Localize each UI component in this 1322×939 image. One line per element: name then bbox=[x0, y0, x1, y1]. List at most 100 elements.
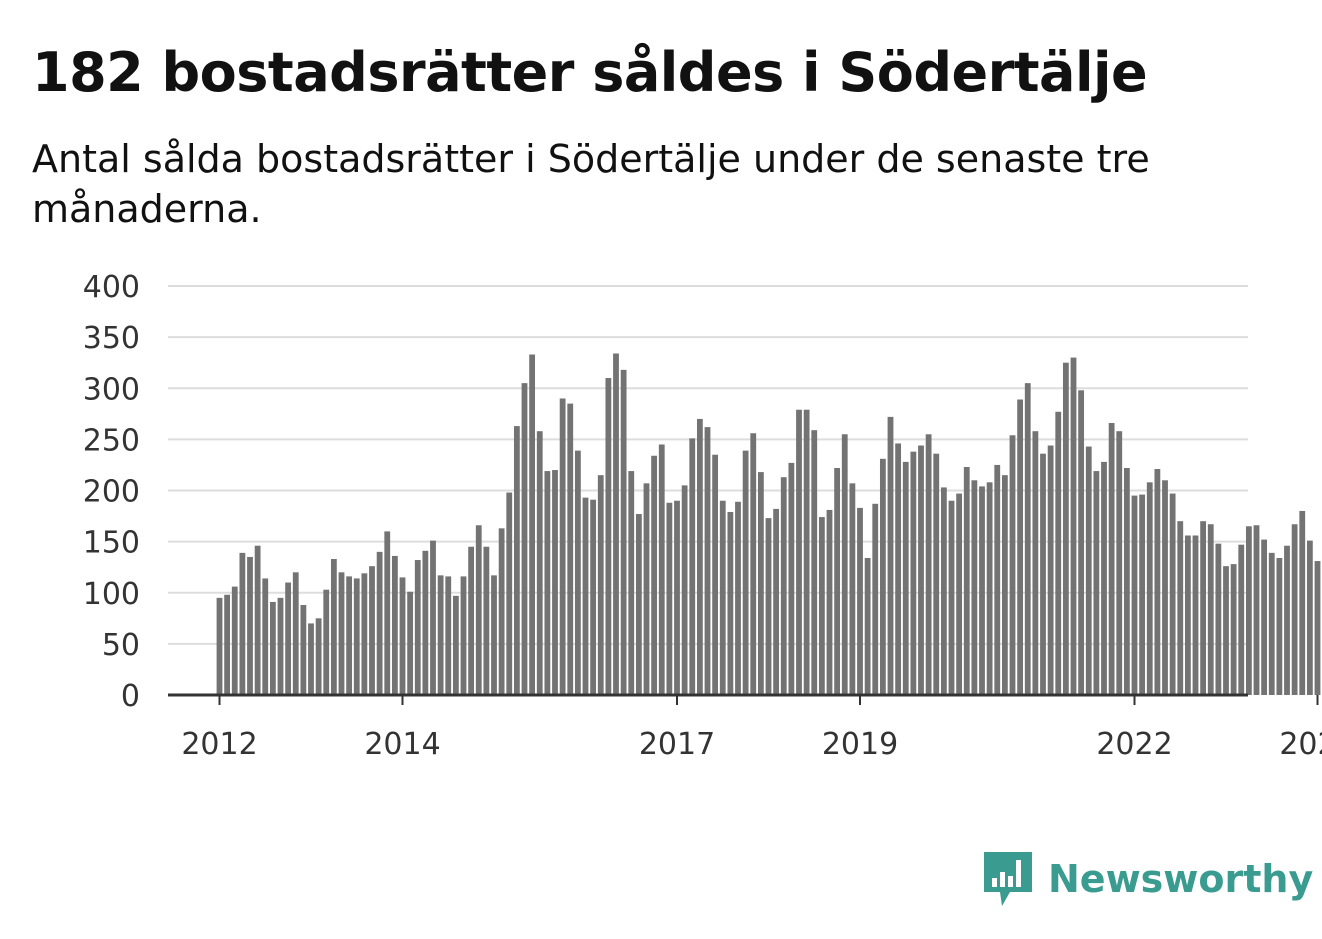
bar bbox=[498, 528, 505, 695]
bar bbox=[1192, 535, 1199, 695]
bar bbox=[597, 475, 604, 695]
y-tick-label: 300 bbox=[83, 372, 140, 407]
bar bbox=[1169, 493, 1176, 695]
x-tick-label: 2019 bbox=[822, 727, 898, 762]
bar bbox=[338, 572, 345, 695]
bar bbox=[948, 500, 955, 695]
bar bbox=[544, 471, 551, 695]
bar bbox=[818, 517, 825, 695]
chart-subtitle: Antal sålda bostadsrätter i Södertälje u… bbox=[32, 137, 1150, 231]
bar bbox=[826, 509, 833, 695]
x-tick-label: 2017 bbox=[639, 727, 715, 762]
bar bbox=[1230, 564, 1237, 695]
x-tick-label: 2024 bbox=[1279, 727, 1322, 762]
bar bbox=[216, 597, 223, 695]
x-tick-label: 2012 bbox=[181, 727, 257, 762]
bar bbox=[521, 383, 528, 695]
bar bbox=[1162, 480, 1168, 695]
bar bbox=[971, 480, 978, 695]
y-tick-label: 50 bbox=[102, 628, 140, 663]
bar bbox=[1215, 543, 1222, 695]
y-tick-label: 400 bbox=[83, 270, 140, 305]
bar bbox=[445, 576, 452, 695]
bar bbox=[574, 450, 581, 695]
bar bbox=[430, 540, 436, 695]
bar bbox=[491, 575, 497, 695]
bar bbox=[925, 434, 932, 695]
bar bbox=[1032, 431, 1039, 695]
bar bbox=[369, 566, 375, 695]
bar bbox=[330, 559, 337, 695]
newsworthy-logo-icon bbox=[984, 852, 1032, 906]
bar bbox=[346, 576, 353, 695]
bar bbox=[635, 514, 642, 695]
bar bbox=[323, 589, 330, 695]
bar bbox=[1131, 495, 1138, 695]
bar bbox=[1200, 521, 1207, 695]
bar bbox=[742, 450, 749, 695]
bar bbox=[582, 497, 589, 695]
bar bbox=[674, 500, 680, 695]
brand-logo: Newsworthy bbox=[980, 848, 1313, 910]
bar bbox=[605, 378, 612, 695]
bar bbox=[689, 438, 696, 695]
bar bbox=[986, 482, 993, 695]
bar bbox=[613, 353, 619, 695]
bar bbox=[468, 546, 475, 695]
bar bbox=[262, 578, 269, 695]
bar bbox=[384, 531, 391, 695]
bar bbox=[651, 455, 658, 695]
bar bbox=[1055, 411, 1062, 695]
bar bbox=[452, 595, 459, 695]
bar bbox=[1291, 524, 1298, 695]
bar bbox=[1116, 431, 1123, 695]
bar bbox=[460, 576, 467, 695]
bar bbox=[681, 485, 688, 695]
bar bbox=[765, 518, 772, 695]
bar bbox=[1009, 435, 1016, 695]
bar bbox=[1101, 461, 1107, 695]
bar bbox=[277, 597, 284, 695]
bar bbox=[620, 369, 627, 695]
bar bbox=[1314, 561, 1321, 695]
bar bbox=[834, 468, 841, 695]
bar bbox=[529, 354, 536, 695]
bar bbox=[1146, 482, 1153, 695]
bar bbox=[1154, 469, 1161, 695]
bar bbox=[1299, 510, 1306, 695]
bar bbox=[796, 409, 802, 695]
bar bbox=[918, 445, 924, 695]
bar bbox=[292, 572, 299, 695]
bar bbox=[1306, 540, 1313, 695]
bar bbox=[353, 578, 360, 695]
bar bbox=[719, 500, 726, 695]
bar bbox=[1238, 544, 1245, 695]
bar bbox=[940, 487, 947, 695]
bar bbox=[399, 577, 406, 695]
bar bbox=[696, 418, 703, 695]
bar bbox=[1177, 521, 1184, 695]
bar bbox=[780, 477, 787, 695]
bar bbox=[895, 443, 902, 695]
bar bbox=[902, 461, 909, 695]
bar bbox=[1093, 471, 1100, 695]
bar bbox=[735, 501, 741, 695]
bar bbox=[666, 502, 673, 695]
bar bbox=[1017, 399, 1024, 695]
bar bbox=[994, 464, 1001, 695]
brand-name: Newsworthy bbox=[1048, 857, 1314, 901]
bar bbox=[658, 444, 665, 695]
bar bbox=[308, 623, 314, 695]
bar bbox=[628, 471, 635, 695]
bar bbox=[933, 453, 940, 695]
bar bbox=[391, 555, 398, 695]
bar bbox=[361, 573, 368, 695]
bar bbox=[643, 483, 650, 695]
bar bbox=[788, 462, 795, 695]
bar bbox=[1001, 475, 1008, 695]
bar-series bbox=[216, 353, 1321, 695]
bar bbox=[1284, 545, 1290, 695]
y-axis-ticks: 0 50 100 150 200 250 300 350 400 bbox=[83, 270, 140, 714]
bar bbox=[864, 557, 871, 695]
bar bbox=[567, 403, 574, 695]
